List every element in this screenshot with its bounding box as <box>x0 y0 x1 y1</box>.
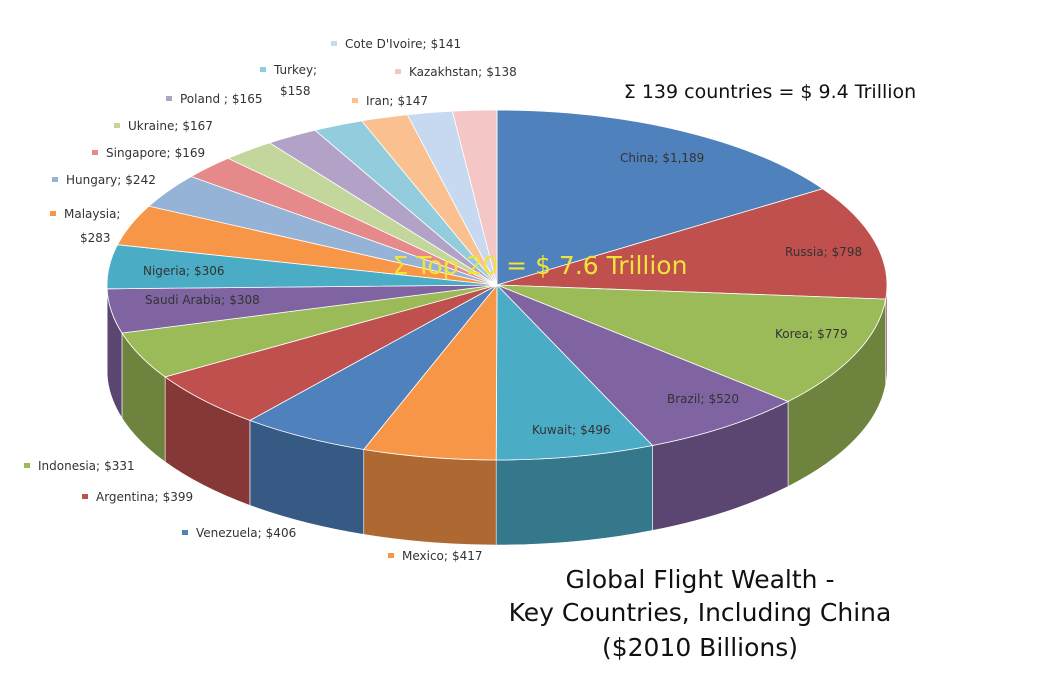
category-label: Korea; <box>775 327 813 341</box>
data-label: Nigeria; $306 <box>143 264 225 278</box>
category-label: Singapore; <box>106 146 171 160</box>
total-annotation: Σ 139 countries = $ 9.4 Trillion <box>624 81 916 103</box>
category-label: Venezuela; <box>196 526 262 540</box>
value-label: $167 <box>182 119 213 133</box>
legend-marker <box>395 69 401 74</box>
data-label: Ukraine; $167 <box>128 119 213 133</box>
value-label: $306 <box>194 264 225 278</box>
legend-marker <box>182 530 188 535</box>
data-label: Singapore; $169 <box>106 146 205 160</box>
category-label: Kuwait; <box>532 423 576 437</box>
legend-marker <box>331 41 337 46</box>
value-label: $779 <box>817 327 848 341</box>
category-label: Mexico; <box>402 549 448 563</box>
legend-marker <box>606 155 612 160</box>
value-label: $158 <box>280 84 311 98</box>
category-label: Russia; <box>785 245 828 259</box>
legend-marker <box>114 123 120 128</box>
category-label: Kazakhstan; <box>409 65 482 79</box>
category-label: Poland ; <box>180 92 228 106</box>
data-label: Kazakhstan; $138 <box>409 65 517 79</box>
value-label: $417 <box>452 549 483 563</box>
legend-marker <box>52 177 58 182</box>
chart-title: Global Flight Wealth - <box>566 565 835 594</box>
value-label: $1,189 <box>662 151 704 165</box>
category-label: Iran; <box>366 94 393 108</box>
data-label: Turkey; $158 <box>273 63 317 98</box>
chart-title: ($2010 Billions) <box>602 633 798 662</box>
legend-marker <box>50 211 56 216</box>
category-label: Turkey; <box>273 63 317 77</box>
slice <box>496 284 790 446</box>
value-label: $496 <box>580 423 611 437</box>
chart-title: Key Countries, Including China <box>509 598 892 627</box>
category-label: Ukraine; <box>128 119 178 133</box>
value-label: $242 <box>125 173 156 187</box>
value-label: $147 <box>397 94 428 108</box>
data-label: Cote D'Ivoire; $141 <box>345 37 461 51</box>
legend-marker <box>771 249 777 254</box>
data-label: Kuwait; $496 <box>532 423 611 437</box>
legend-marker <box>24 463 30 468</box>
value-label: $798 <box>832 245 863 259</box>
value-label: $331 <box>104 459 135 473</box>
data-label: Argentina; $399 <box>96 490 193 504</box>
value-label: $138 <box>486 65 517 79</box>
data-label: Malaysia; $283 <box>64 207 120 245</box>
data-label: Korea; $779 <box>775 327 848 341</box>
value-label: $399 <box>163 490 194 504</box>
slice <box>496 188 888 300</box>
legend-marker <box>129 268 135 273</box>
value-label: $141 <box>431 37 462 51</box>
data-label: Hungary; $242 <box>66 173 156 187</box>
data-label: China; $1,189 <box>620 151 704 165</box>
legend-marker <box>388 553 394 558</box>
category-label: Saudi Arabia; <box>145 293 225 307</box>
legend-marker <box>131 297 137 302</box>
category-label: Malaysia; <box>64 207 120 221</box>
slice-side <box>363 449 497 546</box>
legend-marker <box>260 67 266 72</box>
value-label: $520 <box>709 392 740 406</box>
data-label: Iran; $147 <box>366 94 428 108</box>
category-label: Cote D'Ivoire; <box>345 37 427 51</box>
value-label: $406 <box>266 526 297 540</box>
slice <box>496 109 824 286</box>
category-label: Argentina; <box>96 490 159 504</box>
data-label: Brazil; $520 <box>667 392 739 406</box>
slice <box>451 109 498 286</box>
legend-marker <box>653 396 659 401</box>
slice-side <box>495 445 653 546</box>
legend-marker <box>518 427 524 432</box>
pie <box>106 109 888 546</box>
legend-marker <box>166 96 172 101</box>
value-label: $283 <box>80 231 111 245</box>
category-label: Indonesia; <box>38 459 100 473</box>
category-label: Hungary; <box>66 173 121 187</box>
slice <box>363 283 498 461</box>
legend-marker <box>761 331 767 336</box>
category-label: Nigeria; <box>143 264 190 278</box>
category-label: China; <box>620 151 658 165</box>
data-label: Venezuela; $406 <box>196 526 296 540</box>
value-label: $165 <box>232 92 263 106</box>
category-label: Brazil; <box>667 392 705 406</box>
legend-marker <box>92 150 98 155</box>
slice <box>495 284 654 461</box>
value-label: $169 <box>175 146 206 160</box>
data-label: Saudi Arabia; $308 <box>145 293 260 307</box>
legend-marker <box>82 494 88 499</box>
legend-marker <box>352 98 358 103</box>
data-label: Indonesia; $331 <box>38 459 135 473</box>
data-label: Russia; $798 <box>785 245 862 259</box>
value-label: $308 <box>229 293 260 307</box>
slice <box>496 284 887 402</box>
top20-annotation: Σ Top 20 = $ 7.6 Trillion <box>393 251 688 280</box>
data-label: Mexico; $417 <box>402 549 483 563</box>
data-label: Poland ; $165 <box>180 92 262 106</box>
